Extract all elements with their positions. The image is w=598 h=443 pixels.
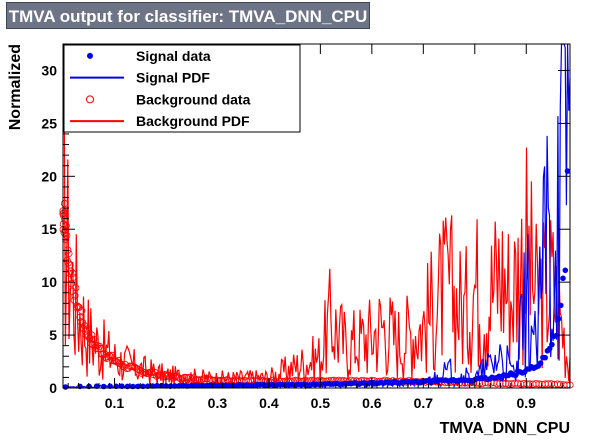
legend-label-background-pdf: Background PDF xyxy=(136,113,250,129)
background-data-point xyxy=(112,357,120,365)
background-data-point xyxy=(88,331,96,339)
background-data-point xyxy=(65,269,74,277)
background-data-point xyxy=(179,374,187,383)
x-tick-label: 0.8 xyxy=(465,395,485,411)
signal-data-point xyxy=(149,383,156,389)
background-data-point xyxy=(168,373,176,381)
y-tick-label: 10 xyxy=(41,274,57,290)
legend-box xyxy=(63,44,301,133)
y-tick-label: 0 xyxy=(49,380,57,396)
signal-data-point xyxy=(558,302,564,309)
y-tick-label: 25 xyxy=(41,115,57,131)
y-tick-label: 20 xyxy=(41,168,57,184)
signal-data-point xyxy=(154,382,160,389)
background-data-point xyxy=(90,335,98,343)
background-data-point xyxy=(60,199,69,208)
signal-data-point xyxy=(562,267,569,274)
legend-label-signal-data: Signal data xyxy=(136,48,211,64)
signal-data-point xyxy=(172,383,178,389)
signal-data-point xyxy=(549,341,555,348)
background-data-point xyxy=(61,215,69,223)
background-data-point xyxy=(61,226,69,234)
x-tick-label: 0.3 xyxy=(208,395,228,411)
background-data-point xyxy=(157,371,166,380)
background-data-point xyxy=(81,327,90,335)
background-data-point xyxy=(64,259,72,267)
legend-label-signal-pdf: Signal PDF xyxy=(136,70,210,86)
x-tick-label: 0.7 xyxy=(414,395,434,411)
background-data-point xyxy=(69,273,78,281)
legend-symbol-background-data xyxy=(86,95,94,104)
background-data-point xyxy=(188,375,196,383)
background-data-point xyxy=(106,352,115,361)
background-data-point xyxy=(161,371,169,379)
signal-data-point xyxy=(512,372,519,379)
background-data-point xyxy=(78,307,86,315)
background-data-point xyxy=(104,352,112,361)
x-axis-label: TMVA_DNN_CPU xyxy=(440,420,570,437)
background-data-point xyxy=(152,372,160,380)
background-data-point xyxy=(70,296,78,304)
signal-data-point xyxy=(176,383,182,389)
background-data-point xyxy=(73,302,82,310)
y-axis-label: Normalized xyxy=(7,44,24,130)
background-data-point xyxy=(170,374,178,382)
signal-data-point xyxy=(555,316,562,322)
axes: 0.1 0.2 0.3 0.4 0.5 0.6 0.7 0.8 0.9 0 5 10 15 20 25 30 T… xyxy=(7,43,571,437)
background-data-point xyxy=(97,344,105,352)
legend: Signal data Signal PDF Background data Back… xyxy=(63,44,301,133)
signal-data-point xyxy=(542,354,548,361)
signal-data-point xyxy=(62,384,69,390)
background-data-point xyxy=(72,284,80,292)
x-tick-label: 0.6 xyxy=(362,395,382,411)
background-data-point xyxy=(193,376,202,384)
x-tick-label: 0.4 xyxy=(259,395,279,411)
plot-border xyxy=(62,43,571,389)
y-tick-label: 15 xyxy=(41,221,57,237)
x-tick-label: 0.2 xyxy=(156,395,176,411)
x-tick-label: 0.9 xyxy=(517,395,537,411)
background-data-point xyxy=(163,372,171,381)
background-data-point xyxy=(105,351,113,359)
signal-data-point xyxy=(553,332,560,339)
background-data-point xyxy=(147,368,156,377)
legend-label-background-data: Background data xyxy=(136,91,251,107)
y-tick-label: 5 xyxy=(49,327,57,343)
x-tick-label: 0.1 xyxy=(105,395,125,411)
signal-data-point xyxy=(537,360,544,366)
background-data-point xyxy=(67,280,76,288)
background-data-point xyxy=(83,325,92,333)
chart-title: TMVA output for classifier: TMVA_DNN_CPU xyxy=(8,7,368,26)
y-tick-label: 30 xyxy=(41,62,57,78)
background-data-point xyxy=(69,269,77,277)
x-tick-label: 0.5 xyxy=(311,395,331,411)
signal-data-point xyxy=(560,275,566,282)
signal-data-point xyxy=(196,382,202,389)
background-data-point xyxy=(159,373,167,381)
background-data-point xyxy=(71,292,79,300)
background-data-point xyxy=(95,342,104,350)
signal-data-point xyxy=(564,168,571,174)
chart-title-box: TMVA output for classifier: TMVA_DNN_CPU xyxy=(6,2,370,29)
legend-symbol-signal-data xyxy=(87,52,93,59)
